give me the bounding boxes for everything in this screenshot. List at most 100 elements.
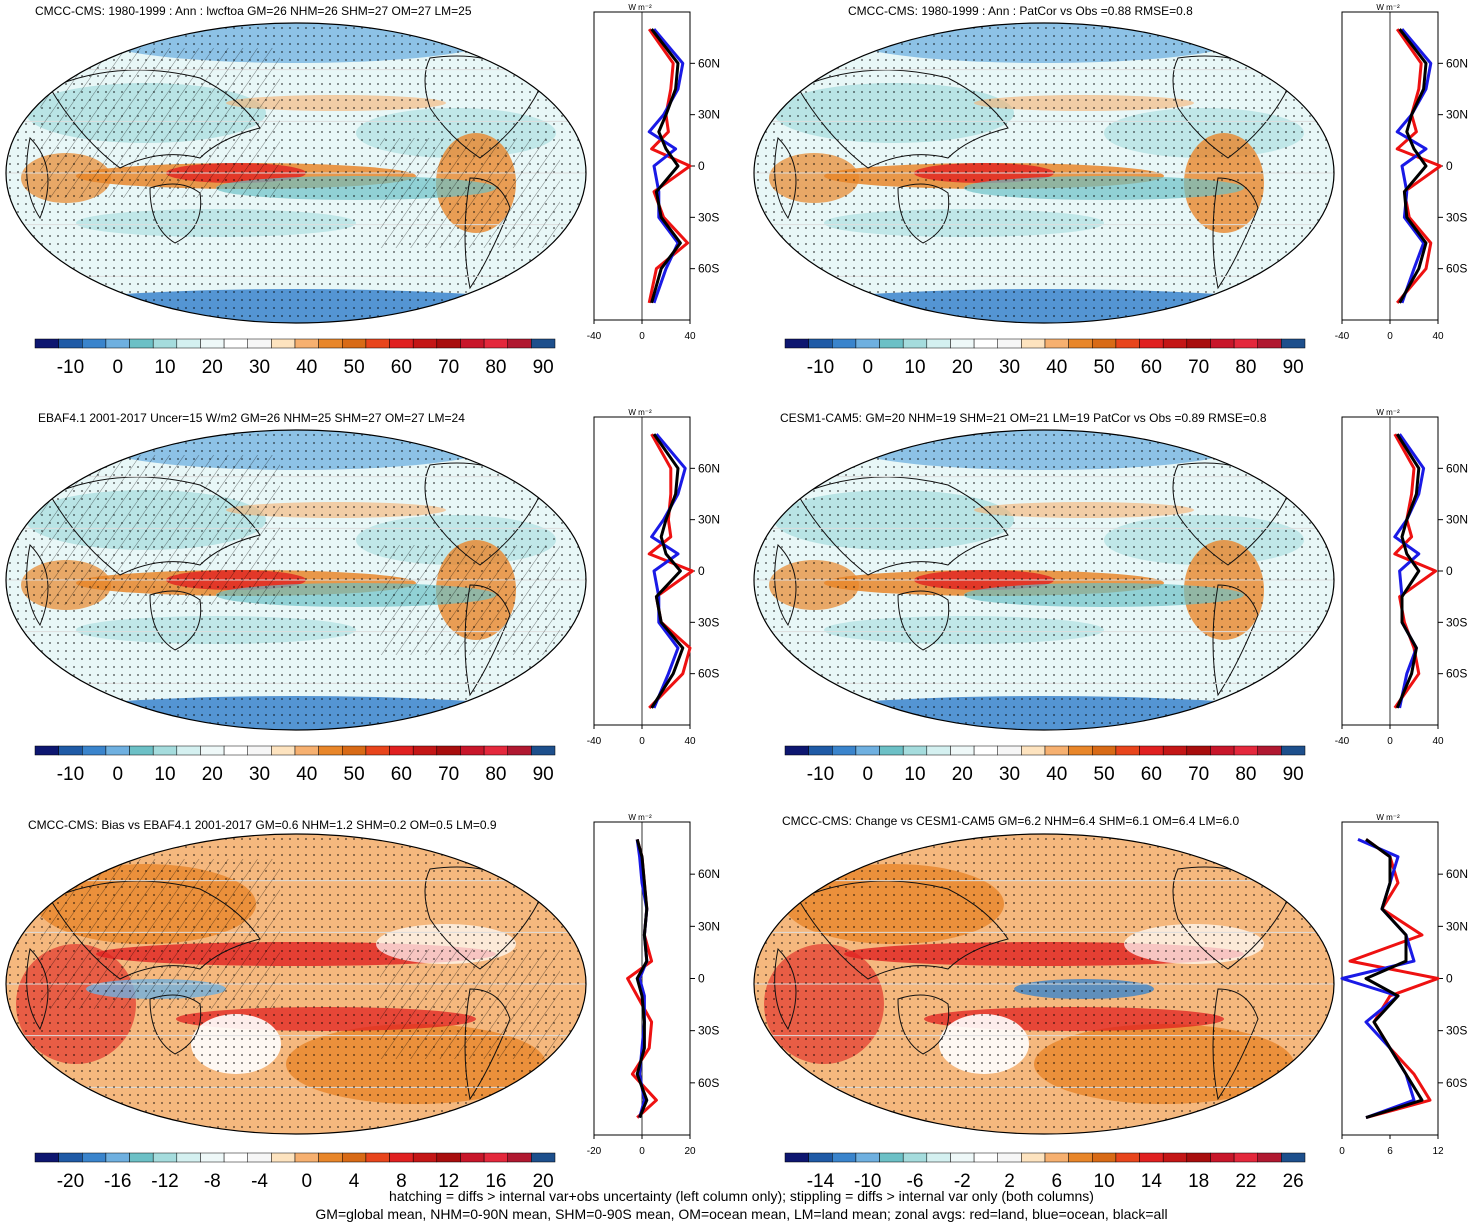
colorbar-swatch [832,745,857,756]
lat-tick-label: 60N [1446,867,1468,881]
colorbar-swatch [1021,338,1046,349]
colorbar-swatch [58,745,83,756]
zonal-line-land [647,433,694,709]
colorbar-bias: -20 -16 -12 -8 -4 0 4 8 12 16 20 [34,1152,556,1192]
zonal-line-all [650,28,682,304]
colorbar-swatch [1281,338,1306,349]
map-border [753,429,1335,731]
colorbar-swatch [879,1152,904,1163]
colorbar-swatch [1092,1152,1117,1163]
hatching [40,48,280,198]
colorbar-swatch [176,338,201,349]
colorbar-swatch [784,338,809,349]
map-border [5,429,587,731]
hatching [380,138,560,248]
x-tick-label: 0 [1339,1146,1345,1157]
colorbar-swatch [436,745,461,756]
colorbar-tick-label: -10 [57,764,84,785]
colorbar-swatch [200,338,225,349]
colorbar-swatch [997,745,1022,756]
map-field [6,23,586,323]
colorbar-swatch [1281,1152,1306,1163]
colorbar-swatch [784,1152,809,1163]
colorbar-swatch [152,1152,178,1163]
global-map-cesm1-cam5 [753,429,1335,731]
colorbar-swatch [1044,338,1069,349]
colorbar-tick-label: 20 [533,1171,554,1192]
lat-tick-label: 30N [1446,513,1468,527]
colorbar-swatch [200,745,225,756]
zonal-unit-label: W m⁻² [1376,813,1400,822]
lat-tick-label: 30S [698,615,719,629]
colorbar-swatch [973,338,998,349]
colorbar-swatch [1068,1152,1093,1163]
colorbar-swatch [247,1152,272,1163]
colorbar-swatch [223,1152,248,1163]
zonal-unit-label: W m⁻² [628,408,652,417]
lat-tick-label: 60S [698,667,719,681]
colorbar-tick-label: 90 [1283,357,1304,378]
colorbar-swatch [460,1152,485,1163]
colorbar-tick-label: 80 [485,764,506,785]
colorbar-swatch [82,338,107,349]
zonal-line-all [1395,433,1421,709]
colorbar-swatch [1281,745,1306,756]
colorbar-swatch [1210,745,1235,756]
colorbar-tick-label: 4 [349,1171,360,1192]
colorbar-tick-label: 10 [904,764,925,785]
zonal-unit-label: W m⁻² [628,813,652,822]
lat-tick-label: 0 [1446,972,1453,986]
colorbar-tick-label: 50 [344,357,365,378]
colorbar-swatch [1186,1152,1211,1163]
lat-tick-label: 0 [698,972,705,986]
colorbar-swatch [926,1152,951,1163]
colorbar-swatch [507,745,532,756]
colorbar-swatch [342,338,367,349]
global-map-bias-vs-ebaf [5,833,587,1135]
colorbar-swatch [879,745,904,756]
lat-tick-label: 30N [698,108,720,122]
colorbar-swatch [784,745,809,756]
colorbar-lwcf-3: -10 0 10 20 30 40 50 60 70 80 90 [34,745,556,785]
colorbar-swatch [1044,745,1069,756]
lat-tick-label: 60N [698,461,720,475]
colorbar-tick-label: 40 [1046,357,1067,378]
x-tick-label: 0 [1387,736,1393,747]
colorbar-swatch [342,1152,367,1163]
colorbar-swatch [105,745,130,756]
colorbar-tick-label: 0 [112,764,123,785]
x-tick-label: 6 [1387,1146,1393,1157]
colorbar-swatch [223,745,248,756]
colorbar-tick-label: -20 [57,1171,84,1192]
colorbar-swatch [808,338,833,349]
colorbar-tick-label: 10 [1094,1171,1115,1192]
colorbar-swatch [1186,338,1211,349]
colorbar-swatch [1162,338,1188,349]
colorbar-tick-label: 26 [1283,1171,1304,1192]
colorbar-swatch [926,338,951,349]
colorbar-tick-label: 50 [1094,764,1115,785]
colorbar-tick-label: 12 [438,1171,459,1192]
colorbar-tick-label: 50 [344,764,365,785]
colorbar-tick-label: -14 [807,1171,835,1192]
colorbar-swatch [389,745,414,756]
colorbar-swatch [436,1152,461,1163]
zonal-mean-plot-5: W m⁻² 60N 30N 0 30S 60S -20 0 20 [587,813,720,1157]
colorbar-swatch [1233,338,1258,349]
colorbar-swatch [294,745,319,756]
map-border [5,22,587,324]
colorbar-swatch [271,338,296,349]
colorbar-tick-label: 70 [438,764,459,785]
x-tick-label: 20 [684,1146,696,1157]
colorbar-tick-label: -2 [954,1171,971,1192]
panel-title-4: CESM1-CAM5: GM=20 NHM=19 SHM=21 OM=21 LM… [780,411,1267,425]
footnote-legend: GM=global mean, NHM=0-90N mean, SHM=0-90… [315,1206,1168,1222]
colorbar-tick-label: -4 [251,1171,268,1192]
colorbar-tick-label: 40 [296,764,317,785]
colorbar-swatch [1044,1152,1069,1163]
hatching [40,859,280,1009]
colorbar-lwcf-4: -10 0 10 20 30 40 50 60 70 80 90 [784,745,1306,785]
colorbar-swatch [1139,745,1164,756]
zonal-line-ocean [1340,838,1416,1120]
lat-tick-label: 60S [1446,667,1467,681]
